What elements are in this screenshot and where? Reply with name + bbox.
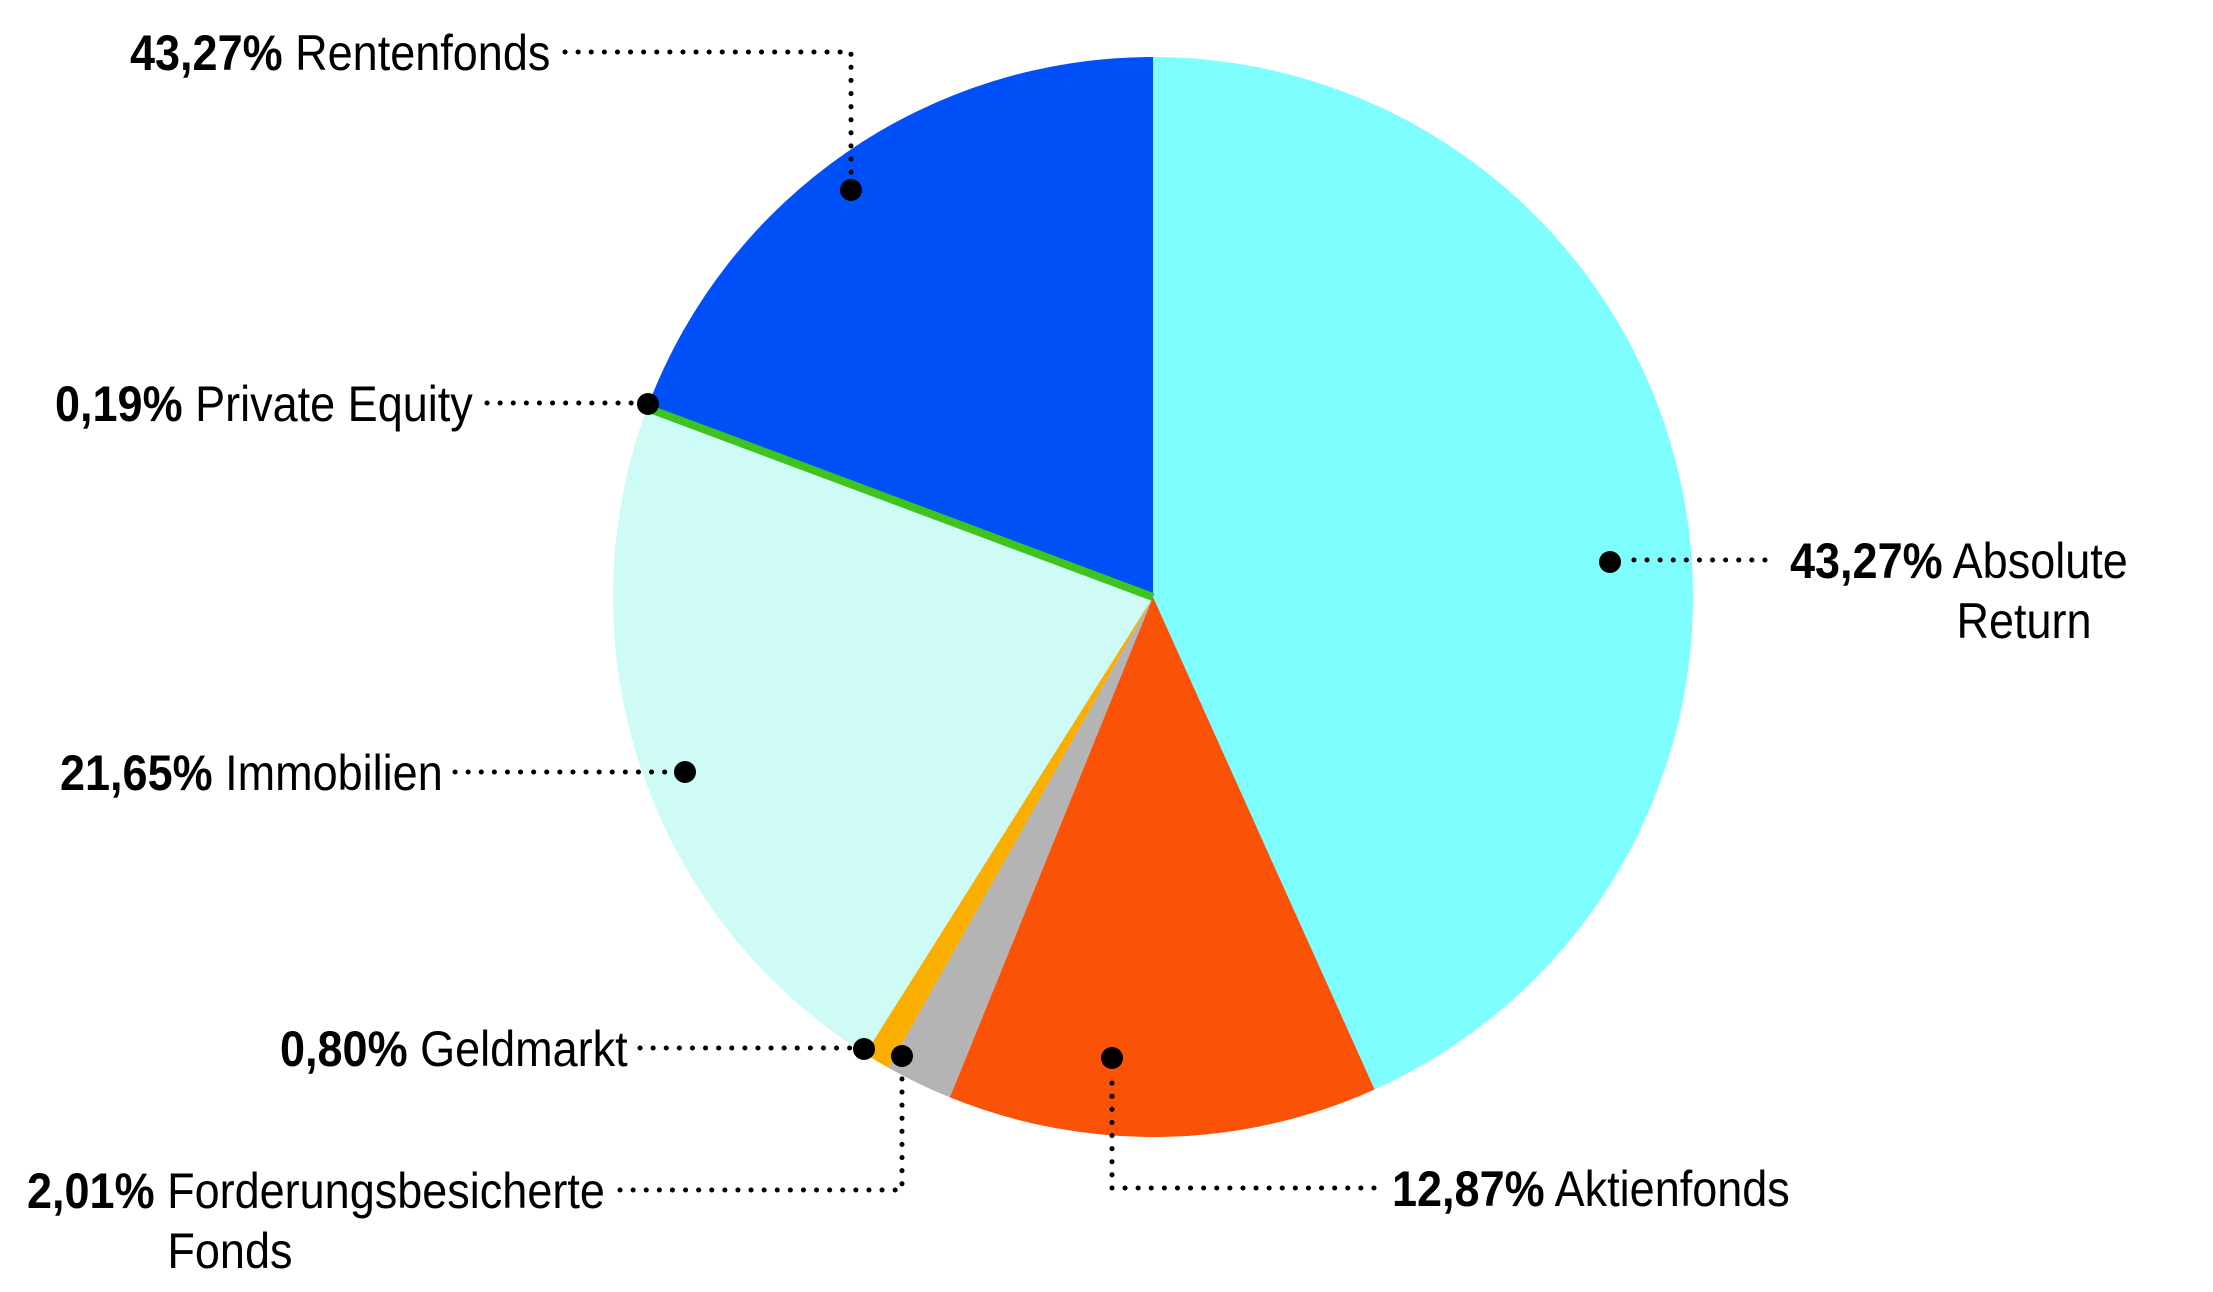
marker-dot-aktienfonds bbox=[1101, 1047, 1123, 1069]
label-line-1: 43,27% Absolute bbox=[1790, 531, 2128, 591]
slice-private-equity-highlight bbox=[645, 404, 1155, 601]
slice-geldmarkt bbox=[865, 597, 1153, 1068]
marker-dot-absolute-return bbox=[1599, 551, 1621, 573]
label-line-2: Fonds bbox=[167, 1223, 293, 1279]
slice-forderungsbesicherte-fonds bbox=[888, 597, 1153, 1098]
percent-value: 43,27% bbox=[130, 25, 283, 81]
percent-value: 21,65% bbox=[60, 745, 213, 801]
label-forderungsbesicherte-fonds: 2,01% Forderungsbesicherte Fonds bbox=[27, 1161, 605, 1281]
category-name: Absolute bbox=[1952, 533, 2128, 589]
category-name: Private Equity bbox=[195, 376, 473, 432]
percent-value: 0,80% bbox=[280, 1021, 408, 1077]
slice-immobilien bbox=[612, 410, 1153, 1054]
marker-dot-private-equity bbox=[637, 393, 659, 415]
label-line-1: 2,01% Forderungsbesicherte bbox=[27, 1161, 605, 1221]
percent-value: 0,19% bbox=[55, 376, 183, 432]
category-name: Rentenfonds bbox=[295, 25, 551, 81]
label-private-equity: 0,19% Private Equity bbox=[55, 374, 473, 434]
category-name: Immobilien bbox=[225, 745, 443, 801]
leader-lines bbox=[452, 49, 1768, 1193]
marker-dot-rentenfonds bbox=[840, 179, 862, 201]
slice-rentenfonds bbox=[648, 57, 1153, 597]
label-absolute-return: 43,27% Absolute Return bbox=[1790, 531, 2128, 651]
percent-value: 12,87% bbox=[1392, 1161, 1545, 1217]
label-geldmarkt: 0,80% Geldmarkt bbox=[280, 1019, 628, 1079]
leader-rentenfonds bbox=[562, 49, 854, 177]
percent-value: 2,01% bbox=[27, 1163, 155, 1219]
label-immobilien: 21,65% Immobilien bbox=[60, 743, 443, 803]
marker-dot-immobilien bbox=[674, 761, 696, 783]
category-name: Geldmarkt bbox=[420, 1021, 628, 1077]
marker-dot-forderungsbesicherte bbox=[891, 1045, 913, 1067]
category-name: Forderungsbesicherte bbox=[167, 1163, 605, 1219]
marker-dot-geldmarkt bbox=[853, 1038, 875, 1060]
leader-forderungsbesicherte bbox=[617, 1069, 905, 1193]
category-name: Aktienfonds bbox=[1554, 1161, 1790, 1217]
label-line-2: Return bbox=[1956, 593, 2092, 649]
label-rentenfonds: 43,27% Rentenfonds bbox=[130, 23, 550, 83]
label-aktienfonds: 12,87% Aktienfonds bbox=[1392, 1159, 1790, 1219]
pie-wedges bbox=[612, 56, 1694, 1138]
leader-aktienfonds bbox=[1109, 1071, 1377, 1191]
slice-absolute-return bbox=[1153, 56, 1694, 1090]
slice-aktienfonds bbox=[949, 597, 1375, 1138]
percent-value: 43,27% bbox=[1790, 533, 1943, 589]
